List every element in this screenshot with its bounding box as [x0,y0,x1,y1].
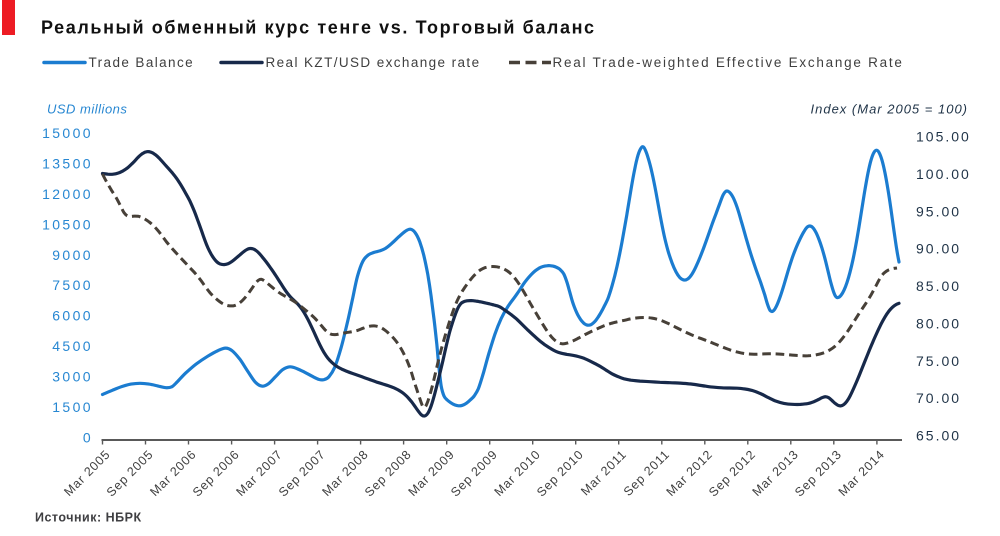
svg-text:7500: 7500 [52,277,93,293]
svg-text:95.00: 95.00 [916,203,961,219]
svg-text:Реальный обменный курс тенге v: Реальный обменный курс тенге vs. Торговы… [41,18,596,38]
svg-text:1500: 1500 [52,399,93,415]
svg-text:90.00: 90.00 [916,241,961,257]
svg-text:65.00: 65.00 [916,428,961,444]
svg-text:0: 0 [83,430,93,446]
svg-text:15000: 15000 [42,125,93,141]
svg-text:105.00: 105.00 [916,129,971,145]
svg-text:Real Trade-weighted Effective: Real Trade-weighted Effective Exchange R… [553,55,904,70]
svg-text:6000: 6000 [52,308,93,324]
svg-text:Trade Balance: Trade Balance [89,55,195,70]
svg-text:4500: 4500 [52,338,93,354]
svg-text:70.00: 70.00 [916,390,961,406]
svg-text:9000: 9000 [52,247,93,263]
svg-text:3000: 3000 [52,369,93,385]
svg-text:80.00: 80.00 [916,315,961,331]
svg-text:Real KZT/USD exchange rate: Real KZT/USD exchange rate [266,55,481,70]
svg-text:10500: 10500 [42,216,93,232]
svg-text:75.00: 75.00 [916,353,961,369]
svg-text:Источник: НБРК: Источник: НБРК [35,511,142,525]
svg-text:USD millions: USD millions [47,102,127,117]
svg-text:85.00: 85.00 [916,278,961,294]
svg-text:100.00: 100.00 [916,166,971,182]
svg-text:Index (Mar 2005 = 100): Index (Mar 2005 = 100) [811,102,969,117]
svg-text:13500: 13500 [42,155,93,171]
svg-text:12000: 12000 [42,186,93,202]
